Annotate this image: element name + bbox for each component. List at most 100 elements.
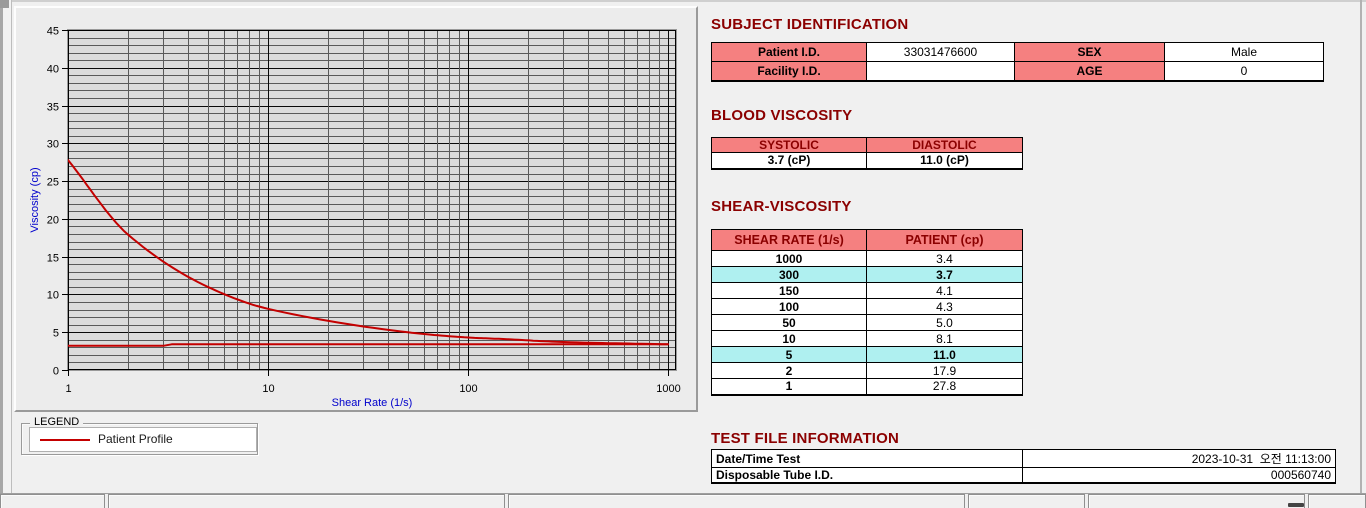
series-baseline: [68, 343, 669, 347]
table-row: 300 3.7: [711, 266, 1023, 283]
window-corner-nub: [0, 0, 9, 8]
patient-viscosity-cell: 11.0: [866, 346, 1023, 363]
field-value-cell: [866, 61, 1015, 81]
bottom-toolbar-segment[interactable]: [508, 494, 965, 508]
y-axis-label: Viscosity (cp): [29, 167, 41, 232]
table-row: 150 4.1: [711, 282, 1023, 299]
legend-box: [21, 423, 258, 455]
svg-text:15: 15: [47, 253, 59, 265]
svg-text:30: 30: [47, 139, 59, 151]
column-header-cell: DIASTOLIC: [866, 137, 1023, 153]
table-header-row: SHEAR RATE (1/s) PATIENT (cp): [711, 229, 1023, 251]
column-header-cell: SHEAR RATE (1/s): [711, 229, 867, 251]
bottom-divider-line: [0, 493, 1366, 494]
svg-text:20: 20: [47, 215, 59, 227]
window-left-strip: [0, 0, 12, 508]
table-row: 5 11.0: [711, 346, 1023, 363]
info-label-cell: Date/Time Test: [711, 449, 1023, 468]
svg-text:45: 45: [47, 26, 59, 38]
viscosity-value-cell: 3.7 (cP): [711, 152, 867, 169]
shear-rate-cell: 5: [711, 346, 867, 363]
subject-identification-body: Patient I.D. 33031476600 SEX Male Facility I…: [711, 42, 1324, 81]
table-row: Date/Time Test 2023-10-31 오전 11:13:00: [711, 449, 1336, 468]
legend-entry-label: Patient Profile: [98, 432, 173, 446]
blood-viscosity-table: SYSTOLIC DIASTOLIC 3.7 (cP) 11.0 (cP): [711, 137, 1023, 170]
shear-rate-cell: 150: [711, 282, 867, 299]
legend-area: Patient Profile: [29, 427, 257, 452]
test-file-information-table: Date/Time Test 2023-10-31 오전 11:13:00 Disp…: [711, 449, 1336, 484]
series-patient-profile: [68, 159, 669, 346]
blood-viscosity-title: BLOOD VISCOSITY: [711, 107, 853, 124]
field-label-cell: SEX: [1014, 42, 1165, 62]
table-row: 1 27.8: [711, 378, 1023, 395]
patient-viscosity-cell: 27.8: [866, 378, 1023, 395]
field-label-cell: Facility I.D.: [711, 61, 867, 81]
window-top-edge: [0, 0, 1366, 2]
shear-viscosity-table: SHEAR RATE (1/s) PATIENT (cp) 1000 3.4 300 3.…: [711, 229, 1023, 396]
patient-viscosity-cell: 3.7: [866, 266, 1023, 283]
info-value-cell: 000560740: [1022, 467, 1336, 484]
subject-identification-table: Patient I.D. 33031476600 SEX Male Facility I…: [711, 42, 1324, 82]
table-row: Patient I.D. 33031476600 SEX Male: [711, 42, 1324, 62]
table-row: 10 8.1: [711, 330, 1023, 347]
svg-text:10: 10: [47, 290, 59, 302]
patient-viscosity-cell: 4.3: [866, 298, 1023, 315]
table-row: 2 17.9: [711, 362, 1023, 379]
column-header-cell: SYSTOLIC: [711, 137, 867, 153]
chart-panel: 0 5 10 15 20 25 30 35 40 45 1 10 100 1000 Viscosity (c…: [14, 6, 698, 412]
subject-identification-title: SUBJECT IDENTIFICATION: [711, 16, 909, 33]
shear-rate-cell: 300: [711, 266, 867, 283]
table-row: Facility I.D. AGE 0: [711, 61, 1324, 81]
viscosity-value-cell: 11.0 (cP): [866, 152, 1023, 169]
field-label-cell: AGE: [1014, 61, 1165, 81]
svg-text:100: 100: [459, 383, 477, 395]
field-value-cell: 0: [1164, 61, 1324, 81]
bottom-toolbar-segment[interactable]: [1088, 494, 1305, 508]
table-row: 3.7 (cP) 11.0 (cP): [711, 152, 1023, 169]
info-label-cell: Disposable Tube I.D.: [711, 467, 1023, 484]
svg-text:25: 25: [47, 177, 59, 189]
test-file-information-body: Date/Time Test 2023-10-31 오전 11:13:00 Disp…: [711, 449, 1336, 484]
cutoff-text-fragment: [1288, 503, 1304, 507]
svg-text:1: 1: [65, 383, 71, 395]
test-file-information-title: TEST FILE INFORMATION: [711, 430, 900, 447]
patient-profile-line-swatch: [40, 439, 90, 441]
bottom-toolbar-segment[interactable]: [108, 494, 505, 508]
shear-viscosity-title: SHEAR-VISCOSITY: [711, 198, 852, 215]
svg-text:35: 35: [47, 102, 59, 114]
field-label-cell: Patient I.D.: [711, 42, 867, 62]
svg-text:10: 10: [262, 383, 274, 395]
column-header-cell: PATIENT (cp): [866, 229, 1023, 251]
bottom-toolbar-segment[interactable]: [0, 494, 105, 508]
patient-viscosity-cell: 3.4: [866, 250, 1023, 267]
shear-rate-cell: 1000: [711, 250, 867, 267]
svg-text:0: 0: [53, 366, 59, 378]
shear-rate-cell: 50: [711, 314, 867, 331]
table-header-row: SYSTOLIC DIASTOLIC: [711, 137, 1023, 153]
bottom-toolbar-segment[interactable]: [968, 494, 1085, 508]
patient-viscosity-cell: 8.1: [866, 330, 1023, 347]
svg-text:1000: 1000: [656, 383, 680, 395]
viscosity-chart: 0 5 10 15 20 25 30 35 40 45 1 10 100 1000 Viscosity (c…: [29, 26, 681, 410]
shear-rate-cell: 100: [711, 298, 867, 315]
table-row: Disposable Tube I.D. 000560740: [711, 467, 1336, 484]
shear-rate-cell: 10: [711, 330, 867, 347]
patient-viscosity-cell: 4.1: [866, 282, 1023, 299]
shear-rate-cell: 1: [711, 378, 867, 395]
field-value-cell: Male: [1164, 42, 1324, 62]
blood-viscosity-body: SYSTOLIC DIASTOLIC 3.7 (cP) 11.0 (cP): [711, 137, 1023, 169]
table-row: 100 4.3: [711, 298, 1023, 315]
patient-viscosity-cell: 17.9: [866, 362, 1023, 379]
window-right-edge: [1360, 0, 1362, 494]
patient-viscosity-cell: 5.0: [866, 314, 1023, 331]
table-row: 1000 3.4: [711, 250, 1023, 267]
svg-text:5: 5: [53, 328, 59, 340]
info-value-cell: 2023-10-31 오전 11:13:00: [1022, 449, 1336, 468]
field-value-cell: 33031476600: [866, 42, 1015, 62]
legend-title: LEGEND: [30, 416, 84, 428]
shear-rate-cell: 2: [711, 362, 867, 379]
table-row: 50 5.0: [711, 314, 1023, 331]
bottom-toolbar-segment[interactable]: [1308, 494, 1366, 508]
shear-viscosity-body: SHEAR RATE (1/s) PATIENT (cp) 1000 3.4 300 3.…: [711, 229, 1023, 395]
svg-text:40: 40: [47, 64, 59, 76]
